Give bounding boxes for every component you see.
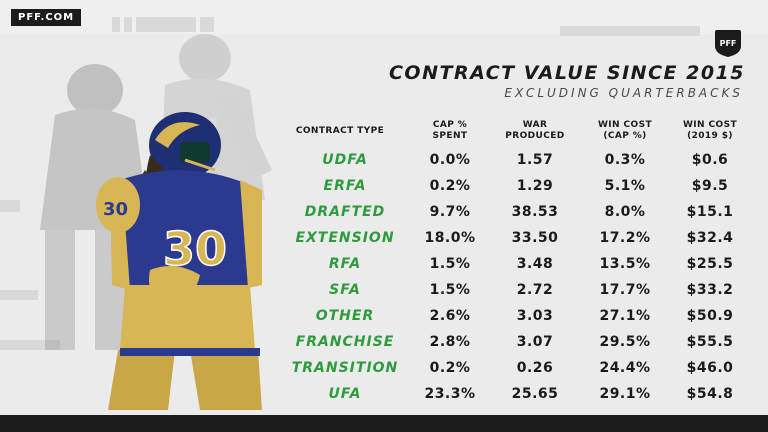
main-player: 30 30 — [96, 112, 262, 410]
table-row: FRANCHISE 2.8% 3.07 29.5% $55.5 — [270, 334, 760, 358]
win-cost-cap: 13.5% — [599, 256, 651, 272]
contract-type: UFA — [328, 386, 362, 402]
table-row: UFA 23.3% 25.65 29.1% $54.8 — [270, 386, 760, 410]
cap-spent: 0.0% — [429, 152, 471, 168]
cap-spent: 0.2% — [429, 360, 471, 376]
contract-type: TRANSITION — [291, 360, 399, 376]
table-row: UDFA 0.0% 1.57 0.3% $0.6 — [270, 152, 760, 176]
decor-bar — [0, 290, 38, 300]
decor-bar — [560, 26, 700, 36]
decor-bar — [200, 17, 214, 32]
brand-label[interactable]: PFF.COM — [11, 9, 82, 26]
cap-spent: 9.7% — [429, 204, 471, 220]
footer-bar — [0, 415, 768, 432]
war-produced: 38.53 — [511, 204, 559, 220]
win-cost-dollars: $33.2 — [686, 282, 734, 298]
cap-spent: 23.3% — [424, 386, 476, 402]
contract-type: FRANCHISE — [295, 334, 395, 350]
cap-spent: 2.8% — [429, 334, 471, 350]
page-title: CONTRACT VALUE SINCE 2015 — [388, 62, 745, 84]
win-cost-cap: 27.1% — [599, 308, 651, 324]
war-produced: 33.50 — [511, 230, 559, 246]
win-cost-cap: 17.7% — [599, 282, 651, 298]
war-produced: 0.26 — [516, 360, 554, 376]
table-row: OTHER 2.6% 3.03 27.1% $50.9 — [270, 308, 760, 332]
win-cost-cap: 29.5% — [599, 334, 651, 350]
decor-bar — [0, 200, 20, 212]
table-row: SFA 1.5% 2.72 17.7% $33.2 — [270, 282, 760, 306]
header-war-produced: WAR PRODUCED — [505, 120, 565, 141]
win-cost-dollars: $32.4 — [686, 230, 734, 246]
cap-spent: 1.5% — [429, 282, 471, 298]
win-cost-cap: 5.1% — [604, 178, 646, 194]
table-row: TRANSITION 0.2% 0.26 24.4% $46.0 — [270, 360, 760, 384]
header-cap-spent: CAP % SPENT — [432, 120, 468, 141]
war-produced: 1.57 — [516, 152, 554, 168]
sleeve-number: 30 — [103, 199, 128, 220]
win-cost-dollars: $55.5 — [686, 334, 734, 350]
cap-spent: 0.2% — [429, 178, 471, 194]
win-cost-cap: 0.3% — [604, 152, 646, 168]
contract-type: DRAFTED — [304, 204, 386, 220]
contract-type: UDFA — [322, 152, 368, 168]
war-produced: 3.07 — [516, 334, 554, 350]
table-row: EXTENSION 18.0% 33.50 17.2% $32.4 — [270, 230, 760, 254]
win-cost-cap: 24.4% — [599, 360, 651, 376]
pff-logo-icon: PFF — [715, 30, 741, 57]
win-cost-dollars: $9.5 — [691, 178, 729, 194]
player-photo: 4 30 30 — [40, 34, 273, 410]
contract-type: OTHER — [315, 308, 375, 324]
win-cost-dollars: $46.0 — [686, 360, 734, 376]
header-contract-type: CONTRACT TYPE — [295, 126, 385, 136]
win-cost-cap: 8.0% — [604, 204, 646, 220]
table-row: RFA 1.5% 3.48 13.5% $25.5 — [270, 256, 760, 280]
contract-type: EXTENSION — [295, 230, 395, 246]
cap-spent: 2.6% — [429, 308, 471, 324]
win-cost-cap: 17.2% — [599, 230, 651, 246]
war-produced: 3.48 — [516, 256, 554, 272]
table-row: ERFA 0.2% 1.29 5.1% $9.5 — [270, 178, 760, 202]
war-produced: 3.03 — [516, 308, 554, 324]
win-cost-dollars: $50.9 — [686, 308, 734, 324]
header-win-cost-cap: WIN COST (CAP %) — [597, 120, 653, 141]
decor-bar — [124, 17, 132, 32]
war-produced: 2.72 — [516, 282, 554, 298]
contract-type: SFA — [329, 282, 361, 298]
decor-bar — [112, 17, 120, 32]
win-cost-dollars: $15.1 — [686, 204, 734, 220]
table-row: DRAFTED 9.7% 38.53 8.0% $15.1 — [270, 204, 760, 228]
win-cost-cap: 29.1% — [599, 386, 651, 402]
contract-type: RFA — [328, 256, 362, 272]
war-produced: 1.29 — [516, 178, 554, 194]
decor-bar — [136, 17, 196, 32]
cap-spent: 18.0% — [424, 230, 476, 246]
decor-bar — [0, 340, 60, 350]
page-subtitle: EXCLUDING QUARTERBACKS — [504, 86, 743, 100]
win-cost-dollars: $25.5 — [686, 256, 734, 272]
win-cost-dollars: $0.6 — [691, 152, 729, 168]
logo-text: PFF — [720, 39, 737, 48]
war-produced: 25.65 — [511, 386, 559, 402]
contract-type: ERFA — [323, 178, 367, 194]
cap-spent: 1.5% — [429, 256, 471, 272]
header-win-cost-dollars: WIN COST (2019 $) — [682, 120, 738, 141]
win-cost-dollars: $54.8 — [686, 386, 734, 402]
